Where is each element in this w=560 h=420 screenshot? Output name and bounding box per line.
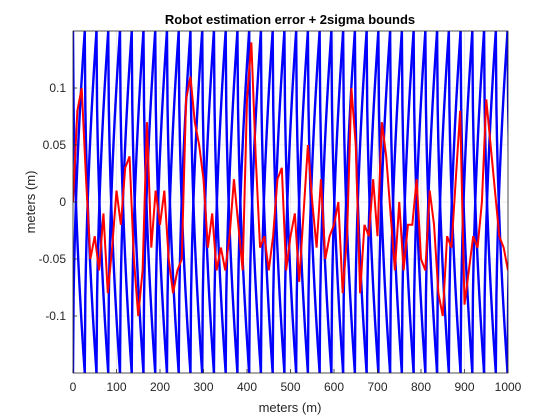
- bound-lower-branch-7: [154, 31, 169, 373]
- x-tick-label-8: 800: [411, 380, 431, 394]
- bound-lower-branch-12: [212, 31, 227, 373]
- bound-lower-branch-34: [471, 31, 486, 373]
- y-tick-label-3: 0.05: [43, 138, 67, 152]
- x-tick-label-0: 0: [70, 380, 77, 394]
- bound-lower-branch-1: [83, 31, 98, 373]
- bound-upper-branch-21: [318, 31, 333, 373]
- x-tick-label-7: 700: [367, 380, 387, 394]
- x-axis-ticks: 0 100 200 300 400 500 600 700 800 900 1000: [70, 369, 522, 394]
- bound-upper-branch-16: [259, 31, 274, 373]
- bound-upper-branch-11: [200, 31, 216, 373]
- bound-lower-branch-35: [482, 31, 498, 373]
- bound-lower-branch-32: [447, 31, 462, 373]
- bound-upper-branch-20: [306, 31, 321, 373]
- bound-lower-branch-18: [283, 31, 298, 373]
- bound-lower-branch-21: [318, 31, 333, 373]
- bound-upper-branch-1: [83, 31, 98, 373]
- bound-lower-branch-13: [224, 31, 239, 373]
- y-axis-ticks: -0.1 -0.05 0 0.05 0.1: [39, 81, 77, 323]
- bound-upper-branch-7: [154, 31, 169, 373]
- error-line: [73, 42, 508, 317]
- bound-lower-branch-27: [388, 31, 404, 373]
- bound-lower-branch-15: [247, 31, 263, 373]
- bound-lower-branch-4: [118, 31, 133, 373]
- bound-upper-branch-23: [341, 31, 357, 373]
- x-tick-label-4: 400: [237, 380, 257, 394]
- bound-lower-branch-5: [130, 31, 145, 373]
- y-tick-label-2: 0: [59, 195, 66, 209]
- bound-upper-branch-18: [283, 31, 298, 373]
- bound-upper-branch-28: [400, 31, 415, 373]
- bound-lower-branch-30: [424, 31, 439, 373]
- bound-upper-branch-26: [377, 31, 392, 373]
- bound-upper-branch-31: [435, 31, 451, 373]
- bound-upper-branch-13: [224, 31, 239, 373]
- x-tick-label-5: 500: [280, 380, 300, 394]
- y-tick-label-1: -0.05: [39, 252, 67, 266]
- bound-upper-branch-4: [118, 31, 133, 373]
- bound-lower-branch-29: [412, 31, 427, 373]
- x-tick-label-1: 100: [106, 380, 126, 394]
- x-tick-label-6: 600: [324, 380, 344, 394]
- bound-upper-branch-29: [412, 31, 427, 373]
- bound-lower-branch-8: [165, 31, 180, 373]
- bound-upper-branch-24: [353, 31, 368, 373]
- bound-upper-branch-0: [73, 31, 86, 373]
- bound-lower-branch-33: [459, 31, 474, 373]
- y-tick-label-4: 0.1: [49, 81, 66, 95]
- x-tick-label-10: 1000: [495, 380, 522, 394]
- bound-lower-branch-22: [330, 31, 345, 373]
- bound-upper-branch-8: [165, 31, 180, 373]
- bound-lower-branch-2: [95, 31, 110, 373]
- bound-lower-branch-14: [236, 31, 251, 373]
- bound-upper-branch-3: [107, 31, 122, 373]
- bound-lower-branch-9: [177, 31, 192, 373]
- bound-lower-branch-3: [107, 31, 122, 373]
- series-layer: [73, 31, 508, 373]
- bound-lower-branch-17: [271, 31, 286, 373]
- x-tick-label-2: 200: [150, 380, 170, 394]
- bound-upper-branch-19: [294, 31, 310, 373]
- bound-upper-branch-34: [471, 31, 486, 373]
- bound-upper-branch-22: [330, 31, 345, 373]
- bound-upper-branch-2: [95, 31, 110, 373]
- bound-lower-branch-19: [294, 31, 310, 373]
- bound-lower-branch-31: [435, 31, 451, 373]
- bound-upper-branch-6: [142, 31, 157, 373]
- bound-upper-branch-36: [494, 31, 508, 373]
- bound-upper-branch-32: [447, 31, 462, 373]
- x-tick-label-9: 900: [454, 380, 474, 394]
- x-axis-label: meters (m): [259, 400, 322, 415]
- bound-lower-branch-10: [189, 31, 204, 373]
- bound-lower-branch-28: [400, 31, 415, 373]
- bound-upper-branch-17: [271, 31, 286, 373]
- bound-lower-branch-23: [341, 31, 357, 373]
- y-axis-label: meters (m): [23, 171, 38, 234]
- x-tick-label-3: 300: [193, 380, 213, 394]
- chart-title: Robot estimation error + 2sigma bounds: [165, 12, 415, 27]
- bound-lower-branch-11: [200, 31, 216, 373]
- bound-lower-branch-36: [494, 31, 508, 373]
- bound-lower-branch-25: [365, 31, 380, 373]
- bound-upper-branch-12: [212, 31, 227, 373]
- bound-lower-branch-16: [259, 31, 274, 373]
- y-tick-label-0: -0.1: [45, 309, 66, 323]
